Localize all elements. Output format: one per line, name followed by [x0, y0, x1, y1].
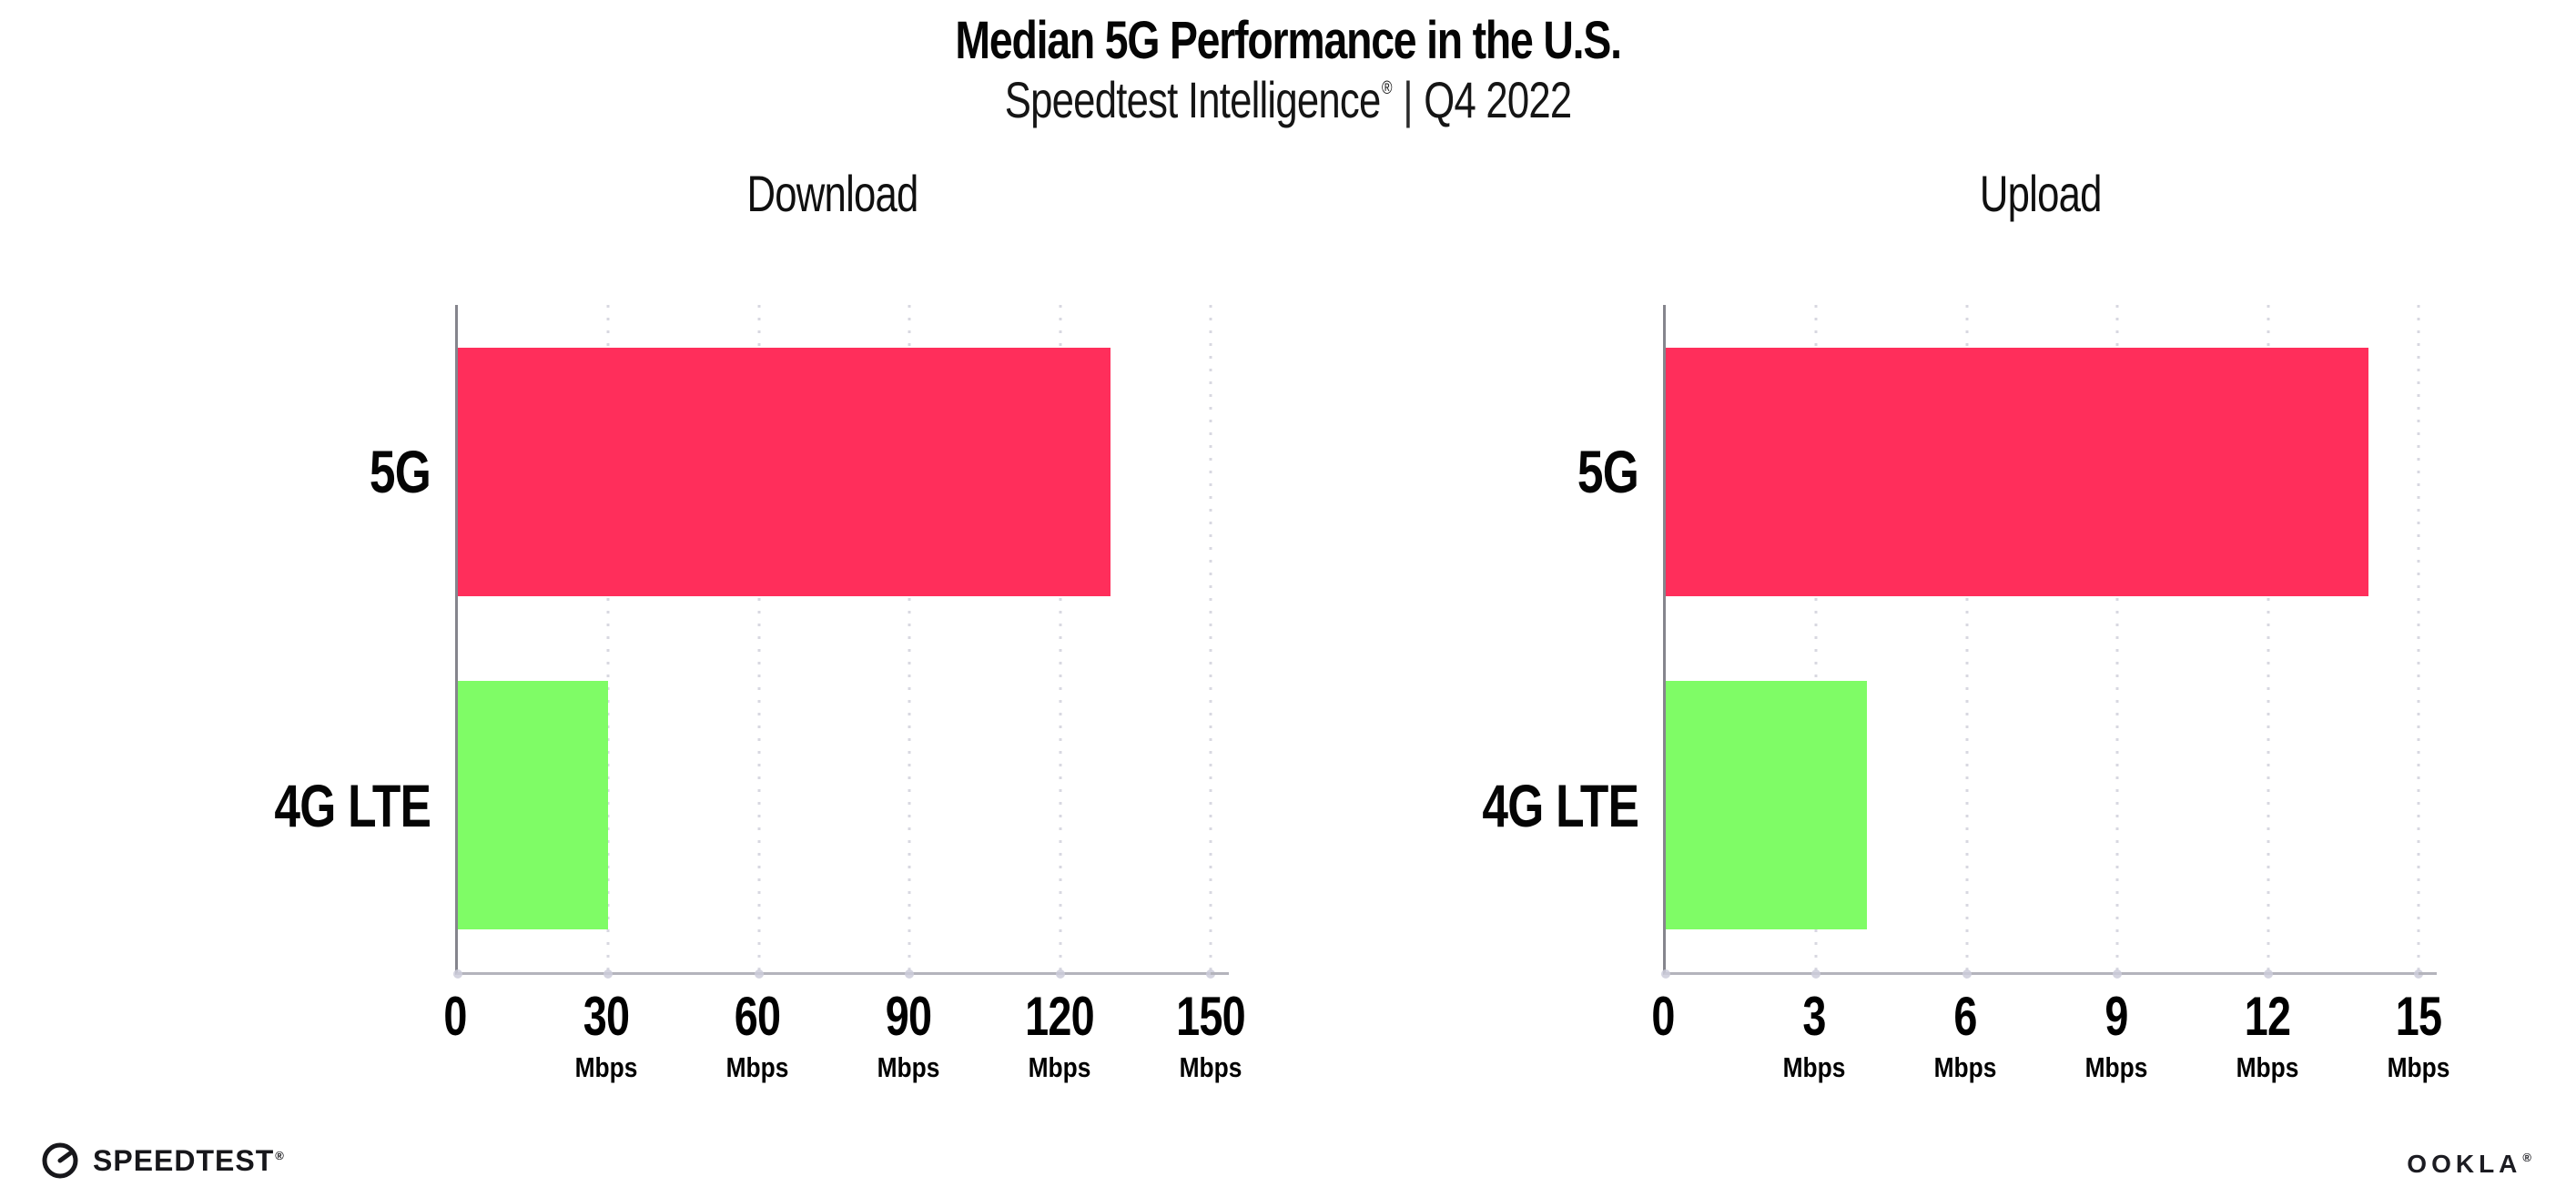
x-tick-unit: Mbps: [574, 1051, 638, 1084]
x-tick-label: 30 Mbps: [570, 986, 644, 1084]
gridline: [1814, 305, 1818, 973]
category-label-5g: 5G: [1577, 438, 1639, 506]
category-label-5g: 5G: [369, 438, 431, 506]
x-tick-unit: Mbps: [1782, 1051, 1846, 1084]
upload-chart-title: Upload: [1980, 165, 2103, 223]
axis-tick-dot: [754, 969, 764, 979]
x-tick-label: 60 Mbps: [721, 986, 795, 1084]
x-tick-value: 3: [1802, 986, 1826, 1048]
subtitle-brand: Speedtest Intelligence: [1004, 70, 1381, 128]
x-tick-unit: Mbps: [2387, 1051, 2450, 1084]
x-tick-value: 0: [443, 986, 467, 1048]
axis-tick-dot: [2414, 969, 2423, 979]
x-tick-value: 15: [2395, 986, 2442, 1048]
upload-category-labels: 5G 4G LTE: [1365, 305, 1638, 972]
page-subtitle: Speedtest Intelligence® | Q4 2022: [1004, 70, 1572, 128]
axis-tick-dot: [1962, 969, 1972, 979]
gridline: [908, 305, 911, 973]
axis-tick-dot: [1661, 969, 1670, 979]
bar-band: [1666, 639, 2419, 973]
x-tick-unit: Mbps: [1028, 1051, 1091, 1084]
x-tick-unit: Mbps: [877, 1051, 940, 1084]
bar-band: [458, 305, 1211, 639]
gridline: [2267, 305, 2270, 973]
x-tick-value: 0: [1651, 986, 1675, 1048]
gridline: [2115, 305, 2119, 973]
x-tick-unit: Mbps: [1179, 1051, 1242, 1084]
x-tick-value: 90: [885, 986, 932, 1048]
download-category-labels: 5G 4G LTE: [157, 305, 431, 972]
gridline: [757, 305, 761, 973]
download-chart-title: Download: [746, 165, 919, 223]
x-tick-value: 120: [1025, 986, 1095, 1048]
x-tick-label: 3 Mbps: [1778, 986, 1851, 1084]
x-tick-value: 30: [583, 986, 630, 1048]
speedtest-gauge-icon: [42, 1142, 78, 1179]
gridline: [1209, 305, 1212, 973]
bar-4g-lte-download: [458, 681, 609, 930]
x-tick-value: 9: [2104, 986, 2128, 1048]
x-tick-unit: Mbps: [1933, 1051, 1997, 1084]
ookla-wordmark: OOKLA®: [2407, 1150, 2536, 1178]
page-title: Median 5G Performance in the U.S.: [955, 11, 1622, 70]
x-tick-label: 0: [1648, 989, 1678, 1044]
registered-mark: ®: [275, 1148, 285, 1162]
x-tick-label: 150 Mbps: [1166, 986, 1254, 1084]
subtitle-separator: |: [1403, 70, 1413, 128]
x-tick-value: 12: [2244, 986, 2291, 1048]
upload-chart: Upload 5G 4G LTE 0 3 Mbps 6 Mbps 9 Mbps 12 Mbps 1…: [1365, 164, 2449, 1112]
download-plot-area: [453, 305, 1229, 979]
bar-4g-lte-upload: [1666, 681, 1867, 930]
upload-x-axis-ticks: 0 3 Mbps 6 Mbps 9 Mbps 12 Mbps 15 Mbps: [1651, 986, 2449, 1112]
registered-mark: ®: [2522, 1151, 2536, 1164]
subtitle-period: Q4 2022: [1424, 70, 1572, 128]
x-tick-label: 15 Mbps: [2382, 986, 2456, 1084]
download-x-axis-ticks: 0 30 Mbps 60 Mbps 90 Mbps 120 Mbps 150 Mbps: [443, 986, 1245, 1112]
axis-tick-dot: [1811, 969, 1821, 979]
axis-tick-dot: [1206, 969, 1215, 979]
x-tick-value: 60: [734, 986, 781, 1048]
axis-tick-dot: [1055, 969, 1065, 979]
gridline: [1059, 305, 1062, 973]
x-tick-unit: Mbps: [2084, 1051, 2148, 1084]
charts-row: Download 5G 4G LTE 0 30 Mbps 60 Mbps 90 Mbps 12…: [0, 164, 2576, 1112]
registered-mark: ®: [1381, 77, 1392, 98]
upload-plot-area: [1661, 305, 2437, 979]
x-tick-unit: Mbps: [725, 1051, 789, 1084]
bar-5g-download: [458, 347, 1111, 596]
axis-tick-dot: [2113, 969, 2123, 979]
x-tick-value: 150: [1176, 986, 1246, 1048]
x-tick-label: 6 Mbps: [1929, 986, 2003, 1084]
subtitle-row: Speedtest Intelligence® | Q4 2022: [0, 70, 2576, 128]
axis-tick-dot: [453, 969, 462, 979]
header: Median 5G Performance in the U.S. Speedt…: [0, 0, 2576, 127]
x-tick-value: 6: [1953, 986, 1977, 1048]
speedtest-logo: SPEEDTEST®: [40, 1141, 285, 1181]
speedtest-wordmark: SPEEDTEST®: [93, 1143, 285, 1177]
download-chart: Download 5G 4G LTE 0 30 Mbps 60 Mbps 90 Mbps 12…: [157, 164, 1245, 1112]
x-tick-label: 90 Mbps: [872, 986, 946, 1084]
category-label-4g-lte: 4G LTE: [274, 771, 431, 839]
axis-tick-dot: [603, 969, 614, 979]
axis-tick-dot: [905, 969, 915, 979]
x-tick-label: 9 Mbps: [2080, 986, 2154, 1084]
axis-tick-dot: [2263, 969, 2273, 979]
bar-5g-upload: [1666, 347, 2368, 596]
gridline: [1965, 305, 1969, 973]
bar-band: [458, 639, 1211, 973]
bar-band: [1666, 305, 2419, 639]
gridline: [2417, 305, 2420, 973]
gridline: [606, 305, 610, 973]
ookla-logo: OOKLA®: [2407, 1150, 2536, 1179]
category-label-4g-lte: 4G LTE: [1482, 771, 1638, 839]
x-tick-label: 0: [441, 989, 470, 1044]
x-tick-unit: Mbps: [2236, 1051, 2299, 1084]
x-tick-label: 12 Mbps: [2231, 986, 2305, 1084]
x-tick-label: 120 Mbps: [1015, 986, 1103, 1084]
